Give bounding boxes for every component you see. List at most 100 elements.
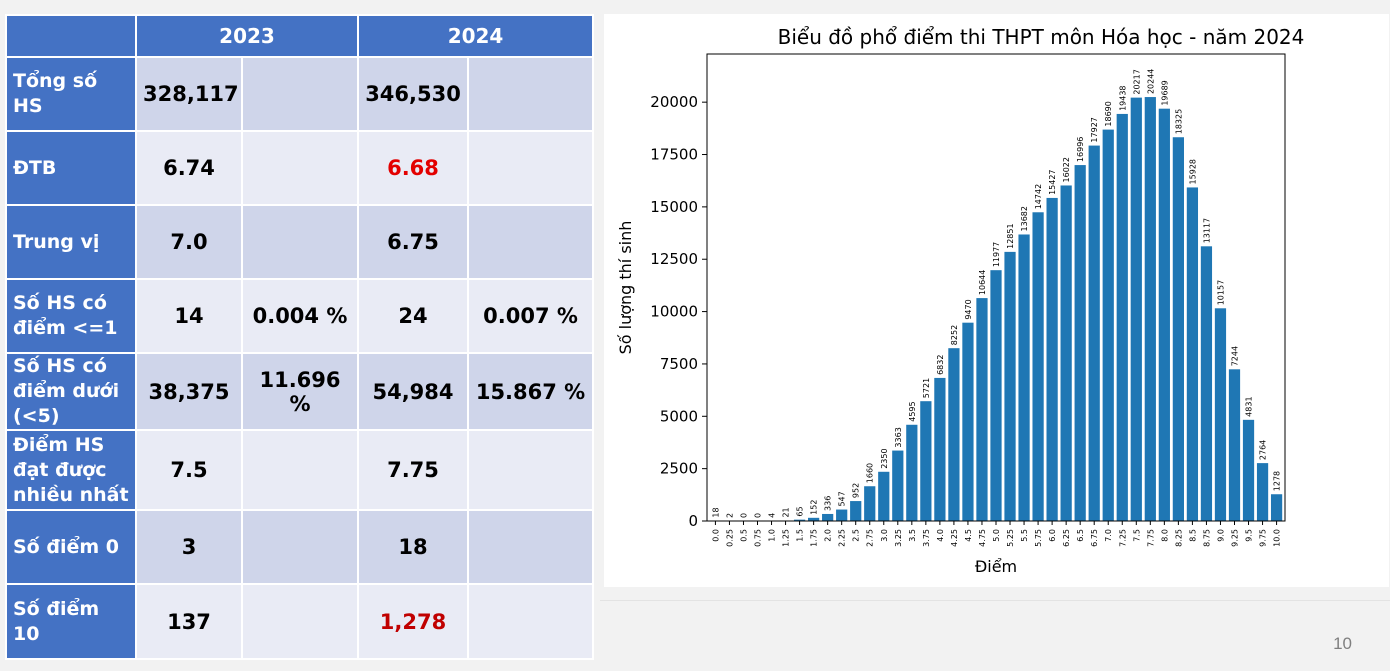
percent-2024 — [467, 509, 595, 585]
value-2023: 38,375 — [135, 352, 243, 431]
bar-value-label: 11977 — [992, 242, 1001, 267]
x-tick-label: 5.5 — [1020, 529, 1029, 542]
value-2023: 14 — [135, 278, 243, 354]
bar-value-label: 6832 — [936, 355, 945, 375]
bar — [1186, 187, 1199, 521]
y-tick-label: 17500 — [650, 146, 698, 164]
y-tick-label: 15000 — [650, 198, 698, 216]
x-tick-label: 4.25 — [950, 529, 959, 547]
bar — [1228, 369, 1241, 521]
bar — [793, 519, 806, 521]
header-corner — [5, 14, 137, 58]
x-tick-label: 9.0 — [1216, 529, 1225, 542]
x-tick-label: 6.75 — [1090, 529, 1099, 547]
x-tick-label: 10.0 — [1273, 529, 1282, 547]
x-tick-label: 4.5 — [964, 529, 973, 542]
percent-2023: 11.696 % — [240, 352, 360, 431]
bar — [878, 471, 890, 521]
bar-value-label: 952 — [852, 483, 861, 498]
bar-value-label: 1660 — [866, 463, 875, 483]
row-label: ĐTB — [5, 130, 137, 206]
bar-value-label: 13117 — [1202, 218, 1211, 243]
chart-panel: Biểu đồ phổ điểm thi THPT môn Hóa học - … — [604, 14, 1389, 587]
table-header-row: 2023 2024 — [5, 14, 595, 58]
bars — [709, 97, 1283, 522]
bar-value-label: 547 — [838, 491, 847, 506]
x-tick-label: 6.0 — [1048, 529, 1057, 542]
value-2023: 328,117 — [135, 56, 243, 132]
bar-value-label: 12851 — [1006, 223, 1015, 248]
x-tick-label: 5.25 — [1006, 529, 1015, 547]
bar-value-label: 13682 — [1020, 206, 1029, 231]
row-label: Số HS có điểm dưới (<5) — [5, 352, 137, 431]
bar-value-label: 9470 — [964, 299, 973, 319]
bar — [822, 513, 834, 521]
bar-value-label: 15427 — [1048, 169, 1057, 194]
chart-title: Biểu đồ phổ điểm thi THPT môn Hóa học - … — [778, 25, 1305, 49]
bar-value-label: 14742 — [1034, 184, 1043, 209]
y-tick-label: 20000 — [650, 93, 698, 111]
table-row: Số điểm 10 137 1,278 — [5, 583, 595, 660]
percent-2024 — [467, 429, 595, 511]
x-tick-label: 7.0 — [1104, 529, 1113, 542]
bar-value-label: 152 — [810, 500, 819, 515]
y-tick-label: 0 — [688, 512, 698, 530]
bar — [1270, 494, 1283, 521]
bar-value-label: 19689 — [1160, 80, 1169, 105]
bar — [1032, 212, 1044, 521]
bar — [892, 450, 904, 521]
bar — [1102, 129, 1114, 521]
bar-value-label: 2764 — [1259, 440, 1268, 460]
table-row: Số điểm 0 3 18 — [5, 509, 595, 585]
bar-value-label: 3363 — [894, 427, 903, 447]
x-tick-label: 5.75 — [1034, 529, 1043, 547]
bar — [1074, 165, 1086, 521]
bar-value-label: 17927 — [1090, 117, 1099, 142]
x-tick-label: 8.5 — [1188, 529, 1197, 542]
bar — [1130, 97, 1142, 521]
value-2024: 18 — [357, 509, 470, 585]
bar-value-label: 5721 — [922, 378, 931, 398]
value-2024: 346,530 — [357, 56, 470, 132]
x-tick-label: 9.75 — [1259, 529, 1268, 547]
bar — [976, 298, 988, 521]
background-decoration — [600, 600, 1390, 601]
value-2023: 7.5 — [135, 429, 243, 511]
bar — [948, 348, 960, 521]
x-axis: 0.0 0.25 0.5 0.75 1.0 1.25 1.5 1.75 2.0 2.25 2.5 2.… — [711, 521, 1282, 547]
bar — [808, 517, 820, 521]
y-tick-label: 7500 — [660, 355, 698, 373]
bar-value-label: 21 — [782, 507, 791, 517]
percent-2024 — [467, 583, 595, 660]
bar — [836, 509, 848, 521]
table-row: Tổng số HS 328,117 346,530 — [5, 56, 595, 132]
x-tick-label: 9.25 — [1230, 529, 1239, 547]
table-row: Số HS có điểm <=1 14 0.004 % 24 0.007 % — [5, 278, 595, 354]
value-2024: 1,278 — [357, 583, 470, 660]
bar-chart: Biểu đồ phổ điểm thi THPT môn Hóa học - … — [616, 25, 1305, 576]
row-label: Điểm HS đạt được nhiều nhất — [5, 429, 137, 511]
percent-2023 — [240, 509, 360, 585]
percent-2024: 15.867 % — [467, 352, 595, 431]
x-axis-label: Điểm — [975, 557, 1017, 576]
y-axis: 0 2500 5000 7500 10000 12500 15000 17500 20000 — [650, 93, 707, 530]
percent-2023 — [240, 429, 360, 511]
bar-value-label: 16022 — [1062, 157, 1071, 182]
bar-value-label: 0 — [739, 513, 748, 518]
percent-2024 — [467, 204, 595, 280]
percent-2024 — [467, 56, 595, 132]
page-number: 10 — [1333, 634, 1352, 653]
bar-value-label: 4831 — [1245, 396, 1254, 416]
bar-value-label: 20217 — [1132, 69, 1141, 94]
x-tick-label: 1.5 — [796, 529, 805, 542]
bar-value-label: 4 — [768, 513, 777, 518]
y-tick-label: 10000 — [650, 303, 698, 321]
percent-2023 — [240, 583, 360, 660]
x-tick-label: 0.75 — [754, 529, 763, 547]
x-tick-label: 1.75 — [810, 529, 819, 547]
bar — [850, 501, 862, 521]
x-tick-label: 2.75 — [866, 529, 875, 547]
bar — [1046, 197, 1058, 522]
bar-value-label: 65 — [796, 506, 805, 516]
bar-value-label: 19438 — [1118, 85, 1127, 110]
